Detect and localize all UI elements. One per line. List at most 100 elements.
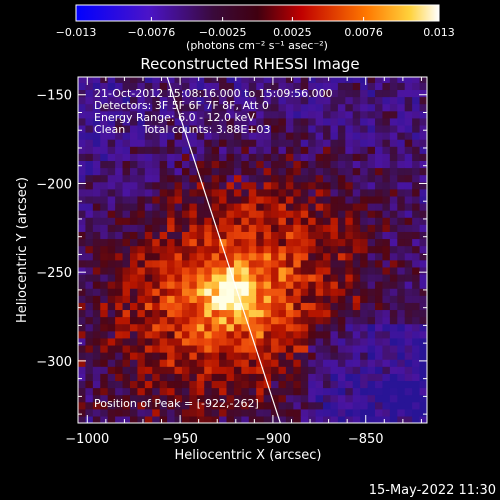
heatmap-cell	[233, 330, 242, 339]
heatmap-cell	[211, 96, 220, 105]
heatmap-cell	[285, 195, 294, 204]
heatmap-cell	[382, 408, 391, 417]
heatmap-cell	[241, 415, 250, 423]
heatmap-cell	[241, 387, 250, 396]
heatmap-cell	[382, 195, 391, 204]
heatmap-cell	[189, 337, 198, 346]
heatmap-cell	[167, 337, 176, 346]
heatmap-cell	[293, 266, 302, 275]
heatmap-cell	[345, 231, 354, 240]
heatmap-cell	[375, 259, 384, 268]
heatmap-cell	[389, 181, 398, 190]
heatmap-cell	[337, 408, 346, 417]
heatmap-cell	[181, 373, 190, 382]
heatmap-cell	[211, 124, 220, 133]
heatmap-cell	[233, 231, 242, 240]
heatmap-cell	[219, 153, 228, 161]
heatmap-cell	[382, 181, 391, 190]
heatmap-cell	[337, 82, 346, 91]
heatmap-cell	[315, 373, 324, 382]
heatmap-cell	[167, 380, 176, 389]
colorbar-tick-label: 0.0025	[273, 26, 312, 39]
heatmap-cell	[337, 77, 346, 83]
heatmap-cell	[78, 337, 87, 346]
heatmap-cell	[285, 103, 294, 112]
heatmap-cell	[78, 231, 87, 240]
heatmap-cell	[389, 401, 398, 410]
heatmap-cell	[100, 167, 109, 176]
heatmap-cell	[263, 330, 272, 339]
heatmap-cell	[337, 387, 346, 396]
heatmap-cell	[122, 366, 131, 374]
heatmap-cell	[129, 117, 139, 126]
heatmap-cell	[159, 224, 168, 232]
heatmap-cell	[360, 96, 369, 105]
heatmap-cell	[285, 146, 294, 154]
heatmap-cell	[174, 273, 183, 282]
heatmap-cell	[375, 167, 384, 176]
heatmap-cell	[137, 394, 146, 403]
heatmap-cell	[189, 309, 198, 318]
heatmap-cell	[152, 281, 161, 289]
heatmap-cell	[226, 316, 235, 325]
heatmap-cell	[345, 288, 354, 296]
heatmap-cell	[397, 238, 406, 247]
heatmap-cell	[352, 77, 361, 83]
heatmap-cell	[115, 281, 124, 289]
heatmap-cell	[389, 288, 398, 296]
heatmap-cell	[107, 323, 116, 332]
heatmap-cell	[189, 281, 198, 289]
heatmap-cell	[412, 295, 421, 303]
heatmap-cell	[174, 394, 183, 403]
heatmap-cell	[122, 401, 131, 410]
heatmap-cell	[137, 344, 146, 353]
heatmap-cell	[181, 316, 190, 325]
heatmap-cell	[92, 401, 101, 410]
heatmap-cell	[219, 77, 228, 83]
heatmap-cell	[330, 188, 339, 197]
heatmap-cell	[144, 330, 153, 339]
heatmap-cell	[315, 202, 324, 211]
heatmap-cell	[285, 117, 294, 126]
heatmap-cell	[167, 231, 176, 240]
heatmap-cell	[412, 174, 421, 183]
heatmap-cell	[360, 153, 369, 161]
heatmap-cell	[204, 167, 213, 176]
heatmap-cell	[352, 259, 361, 268]
heatmap-cell	[115, 288, 124, 296]
heatmap-cell	[189, 373, 198, 382]
heatmap-cell	[419, 380, 427, 389]
heatmap-cell	[337, 181, 346, 190]
heatmap-cell	[144, 302, 153, 311]
heatmap-cell	[375, 103, 384, 112]
heatmap-cell	[367, 124, 376, 133]
heatmap-cell	[174, 132, 183, 140]
heatmap-cell	[293, 153, 302, 161]
heatmap-cell	[404, 238, 413, 247]
heatmap-cell	[345, 153, 354, 161]
heatmap-cell	[122, 238, 131, 247]
heatmap-cell	[315, 117, 324, 126]
heatmap-cell	[293, 330, 302, 339]
heatmap-cell	[412, 344, 421, 353]
heatmap-cell	[271, 252, 280, 261]
heatmap-cell	[308, 224, 317, 232]
heatmap-cell	[137, 302, 146, 311]
heatmap-cell	[337, 110, 346, 119]
heatmap-cell	[315, 302, 324, 311]
heatmap-cell	[278, 77, 287, 83]
heatmap-cell	[137, 281, 146, 289]
heatmap-cell	[419, 89, 427, 98]
heatmap-cell	[144, 323, 153, 332]
heatmap-cell	[167, 266, 176, 275]
heatmap-cell	[226, 359, 235, 367]
heatmap-cell	[85, 302, 94, 311]
heatmap-cell	[382, 295, 391, 303]
heatmap-cell	[412, 181, 421, 190]
heatmap-cell	[404, 366, 413, 374]
heatmap-cell	[204, 195, 213, 204]
heatmap-cell	[382, 273, 391, 282]
heatmap-cell	[115, 359, 124, 367]
heatmap-cell	[412, 160, 421, 169]
heatmap-cell	[115, 153, 124, 161]
